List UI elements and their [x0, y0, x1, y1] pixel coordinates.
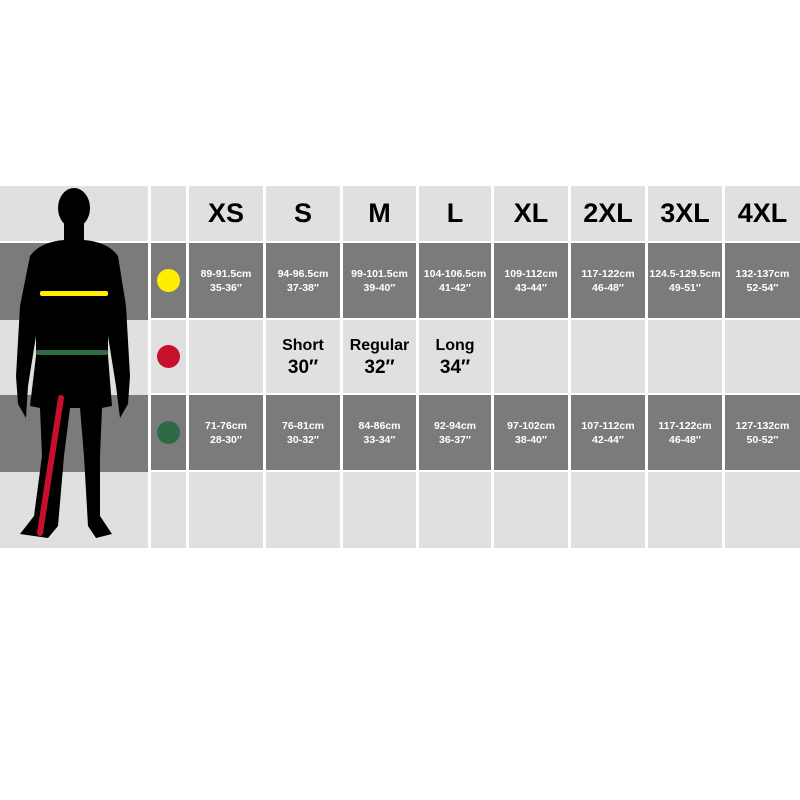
- chest-cell: 104-106.5cm 41-42″: [419, 243, 491, 318]
- empty-cell: [571, 472, 645, 548]
- waist-cm: 84-86cm: [358, 419, 401, 432]
- size-label: 2XL: [583, 198, 633, 228]
- waist-in: 30-32″: [287, 433, 319, 446]
- chest-cell: 99-101.5cm 39-40″: [343, 243, 416, 318]
- chest-in: 52-54″: [746, 281, 779, 294]
- waist-in: 28-30″: [210, 433, 242, 446]
- size-label: XL: [513, 198, 549, 228]
- size-header: 3XL: [648, 186, 722, 241]
- chest-cm: 89-91.5cm: [200, 267, 252, 280]
- chest-cell: 94-96.5cm 37-38″: [266, 243, 340, 318]
- size-header: S: [266, 186, 340, 241]
- empty-cell: [189, 472, 263, 548]
- inseam-dot-icon: [157, 345, 180, 368]
- waist-cell: 71-76cm 28-30″: [189, 395, 263, 470]
- inseam-cell: Short 30″: [266, 320, 340, 393]
- inseam-value: 30″: [287, 356, 319, 378]
- waist-cell: 127-132cm 50-52″: [725, 395, 800, 470]
- waist-in: 42-44″: [592, 433, 624, 446]
- empty-cell: [343, 472, 416, 548]
- inseam-label: Short: [282, 336, 324, 354]
- waist-in: 36-37″: [439, 433, 471, 446]
- waist-cm: 71-76cm: [204, 419, 248, 432]
- waist-cell: 117-122cm 46-48″: [648, 395, 722, 470]
- waist-cm: 76-81cm: [281, 419, 325, 432]
- chest-in: 39-40″: [363, 281, 396, 294]
- size-label: M: [368, 198, 391, 228]
- inseam-cell: [725, 320, 800, 393]
- waist-dot-icon: [157, 421, 180, 444]
- size-label: L: [446, 198, 464, 228]
- waist-cell: 76-81cm 30-32″: [266, 395, 340, 470]
- legend-cell: [151, 472, 186, 548]
- size-label: 4XL: [737, 198, 788, 228]
- chest-cell: 124.5-129.5cm 49-51″: [648, 243, 722, 318]
- chest-line: [40, 291, 108, 296]
- chest-in: 37-38″: [287, 281, 319, 294]
- waist-cell: 97-102cm 38-40″: [494, 395, 568, 470]
- waist-cm: 97-102cm: [507, 419, 555, 432]
- empty-cell: [419, 472, 491, 548]
- chest-dot-icon: [157, 269, 180, 292]
- inseam-label: Regular: [349, 336, 410, 354]
- chest-cell: 89-91.5cm 35-36″: [189, 243, 263, 318]
- chest-cm: 132-137cm: [735, 267, 790, 280]
- chest-in: 43-44″: [515, 281, 547, 294]
- size-header: L: [419, 186, 491, 241]
- figure-bg: [0, 472, 148, 548]
- inseam-label: Long: [435, 336, 475, 354]
- size-header: M: [343, 186, 416, 241]
- legend-cell: [151, 320, 186, 393]
- size-label: XS: [207, 198, 245, 228]
- chest-cm: 124.5-129.5cm: [649, 267, 721, 280]
- size-label: S: [293, 198, 312, 228]
- legend-cell: [151, 186, 186, 241]
- chest-in: 46-48″: [592, 281, 624, 294]
- empty-cell: [494, 472, 568, 548]
- empty-cell: [648, 472, 722, 548]
- size-header: XS: [189, 186, 263, 241]
- inseam-cell: [189, 320, 263, 393]
- chest-cell: 117-122cm 46-48″: [571, 243, 645, 318]
- size-header: 4XL: [725, 186, 800, 241]
- legend-cell: [151, 395, 186, 470]
- waist-in: 33-34″: [363, 433, 396, 446]
- size-label: 3XL: [660, 198, 710, 228]
- waist-cm: 117-122cm: [658, 419, 712, 432]
- chest-cm: 109-112cm: [504, 267, 558, 280]
- waist-in: 50-52″: [746, 433, 779, 446]
- waist-cm: 92-94cm: [433, 419, 477, 432]
- chest-in: 41-42″: [439, 281, 471, 294]
- empty-cell: [266, 472, 340, 548]
- body-silhouette-icon: [16, 188, 130, 538]
- inseam-cell: Long 34″: [419, 320, 491, 393]
- waist-cell: 92-94cm 36-37″: [419, 395, 491, 470]
- inseam-cell: [494, 320, 568, 393]
- chest-cm: 94-96.5cm: [277, 267, 329, 280]
- inseam-cell: Regular 32″: [343, 320, 416, 393]
- size-header: XL: [494, 186, 568, 241]
- inseam-cell: [571, 320, 645, 393]
- empty-cell: [725, 472, 800, 548]
- legend-cell: [151, 243, 186, 318]
- inseam-value: 34″: [439, 356, 471, 378]
- waist-cm: 127-132cm: [735, 419, 790, 432]
- size-header: 2XL: [571, 186, 645, 241]
- waist-cm: 107-112cm: [581, 419, 635, 432]
- waist-cell: 107-112cm 42-44″: [571, 395, 645, 470]
- chest-cell: 132-137cm 52-54″: [725, 243, 800, 318]
- inseam-cell: [648, 320, 722, 393]
- inseam-value: 32″: [364, 356, 395, 378]
- chest-cm: 104-106.5cm: [423, 267, 487, 280]
- waist-cell: 84-86cm 33-34″: [343, 395, 416, 470]
- waist-in: 46-48″: [669, 433, 701, 446]
- chest-cm: 117-122cm: [581, 267, 635, 280]
- waist-line: [36, 350, 108, 355]
- chest-cell: 109-112cm 43-44″: [494, 243, 568, 318]
- chest-in: 49-51″: [669, 281, 701, 294]
- waist-in: 38-40″: [515, 433, 547, 446]
- chest-in: 35-36″: [210, 281, 242, 294]
- inseam-line: [37, 395, 64, 536]
- chest-cm: 99-101.5cm: [351, 267, 408, 280]
